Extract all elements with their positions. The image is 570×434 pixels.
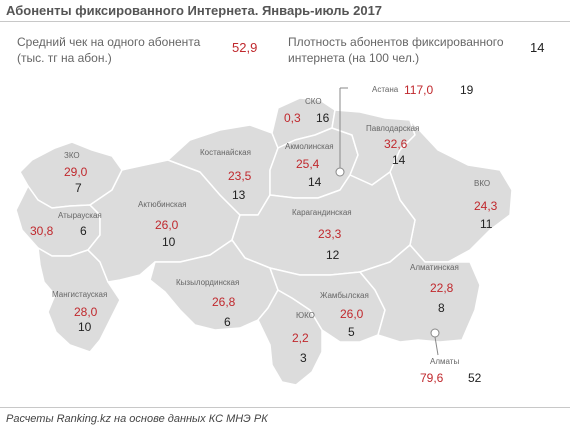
region-name-aktobe: Актюбинская <box>138 200 187 209</box>
region-shape-almaty-obl <box>359 244 481 343</box>
title-divider <box>0 21 570 22</box>
region-avg-zhambyl: 26,0 <box>340 307 364 321</box>
region-name-astana: Астана <box>372 85 399 94</box>
legend-density-value: 14 <box>530 40 545 55</box>
legend-density-label-1: Плотность абонентов фиксированного <box>288 35 504 49</box>
region-density-sko: 16 <box>316 111 330 125</box>
region-avg-akmola: 25,4 <box>296 157 320 171</box>
region-avg-almaty-obl: 22,8 <box>430 281 454 295</box>
region-name-akmola: Акмолинская <box>285 142 334 151</box>
region-density-vko: 11 <box>480 217 493 231</box>
region-shape-zhambyl <box>269 267 386 343</box>
region-avg-kyzylorda: 26,8 <box>212 295 236 309</box>
region-avg-mangistau: 28,0 <box>74 305 98 319</box>
map-title: Абоненты фиксированного Интернета. Январ… <box>6 3 383 18</box>
region-avg-vko: 24,3 <box>474 199 498 213</box>
source-note: Расчеты Ranking.kz на основе данных КС М… <box>6 413 268 425</box>
region-name-almaty: Алматы <box>430 357 459 366</box>
region-density-astana: 19 <box>460 83 474 97</box>
region-density-aktobe: 10 <box>162 235 176 249</box>
region-name-kostanay: Костанайская <box>200 148 251 157</box>
region-name-mangistau: Мангистауская <box>52 290 107 299</box>
region-name-almaty-obl: Алматинская <box>410 263 459 272</box>
region-avg-karaganda: 23,3 <box>318 227 342 241</box>
region-density-zhambyl: 5 <box>348 325 355 339</box>
region-name-yuko: ЮКО <box>296 311 315 320</box>
legend-avg-label-2: (тыс. тг на абон.) <box>17 51 112 65</box>
region-name-vko: ВКО <box>474 179 490 188</box>
region-avg-kostanay: 23,5 <box>228 169 252 183</box>
region-avg-sko: 0,3 <box>284 111 301 125</box>
region-name-atyrau: Атырауская <box>58 211 102 220</box>
region-density-almaty: 52 <box>468 371 482 385</box>
region-density-akmola: 14 <box>308 175 322 189</box>
region-name-sko: СКО <box>305 97 322 106</box>
astana-marker <box>335 87 348 177</box>
region-name-karaganda: Карагандинская <box>292 208 352 217</box>
legend-density-label-2: интернета (на 100 чел.) <box>288 51 420 65</box>
region-avg-atyrau: 30,8 <box>30 224 54 238</box>
region-avg-aktobe: 26,0 <box>155 218 179 232</box>
region-name-zhambyl: Жамбылская <box>320 291 369 300</box>
region-avg-almaty: 79,6 <box>420 371 444 385</box>
region-density-yuko: 3 <box>300 351 307 365</box>
region-name-kyzylorda: Кызылординская <box>176 278 239 287</box>
region-density-pavlodar: 14 <box>392 153 406 167</box>
region-density-almaty-obl: 8 <box>438 301 445 315</box>
footer-divider <box>0 407 570 408</box>
region-avg-yuko: 2,2 <box>292 331 309 345</box>
almaty-marker <box>430 328 440 356</box>
region-avg-astana: 117,0 <box>404 83 433 97</box>
region-density-atyrau: 6 <box>80 224 87 238</box>
region-density-karaganda: 12 <box>326 248 340 262</box>
region-avg-pavlodar: 32,6 <box>384 137 408 151</box>
region-density-kyzylorda: 6 <box>224 315 231 329</box>
region-name-zko: ЗКО <box>64 151 80 160</box>
region-name-pavlodar: Павлодарская <box>366 124 419 133</box>
region-avg-zko: 29,0 <box>64 165 88 179</box>
legend-avg-label-1: Средний чек на одного абонента <box>17 35 201 49</box>
region-density-kostanay: 13 <box>232 188 246 202</box>
legend-avg-value: 52,9 <box>232 40 258 55</box>
region-shape-mangistau <box>37 247 121 353</box>
region-density-zko: 7 <box>75 181 82 195</box>
region-density-mangistau: 10 <box>78 320 92 334</box>
